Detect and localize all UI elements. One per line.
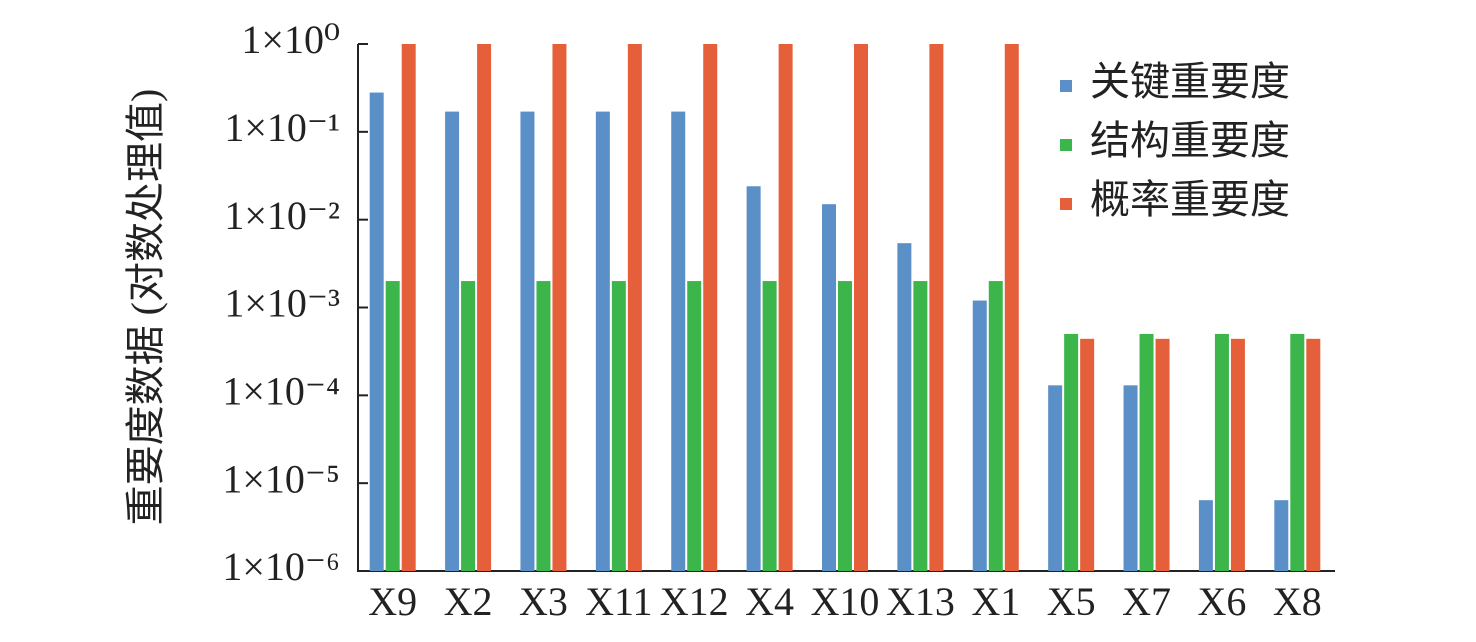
y-tick-label: 1×10⁻¹ xyxy=(224,105,340,150)
y-tick-label: 1×10⁻² xyxy=(224,193,340,238)
x-tick-label: X10 xyxy=(811,579,880,624)
x-tick-label: X2 xyxy=(444,579,493,624)
bar xyxy=(536,281,551,571)
y-tick-label: 1×10⁰ xyxy=(241,17,340,62)
bar xyxy=(929,44,944,571)
bar xyxy=(913,281,928,571)
y-tick-label: 1×10⁻³ xyxy=(224,281,340,326)
x-tick-label: X3 xyxy=(519,579,568,624)
bar xyxy=(1306,338,1321,571)
bar xyxy=(1214,333,1229,571)
bar xyxy=(671,111,686,572)
bar xyxy=(1155,338,1170,571)
x-tick-label: X7 xyxy=(1122,579,1171,624)
bar xyxy=(1198,500,1213,571)
x-tick-label: X9 xyxy=(368,579,417,624)
bar xyxy=(595,111,610,572)
bar xyxy=(1290,333,1305,571)
bar xyxy=(854,44,868,571)
x-tick-label: X5 xyxy=(1047,579,1096,624)
bar xyxy=(461,281,476,571)
y-tick-label: 1×10⁻⁵ xyxy=(222,456,340,501)
bar xyxy=(552,44,567,571)
legend-swatch xyxy=(1060,198,1072,210)
bar xyxy=(1274,500,1289,571)
x-tick-label: X1 xyxy=(971,579,1020,624)
bar xyxy=(520,111,535,572)
bar xyxy=(988,281,1003,571)
legend-label: 结构重要度 xyxy=(1090,118,1290,163)
x-tick-label: X11 xyxy=(585,579,652,624)
bar xyxy=(746,186,761,572)
bar xyxy=(838,281,852,571)
bar xyxy=(611,281,626,571)
legend-label: 概率重要度 xyxy=(1090,177,1290,222)
bar xyxy=(1230,338,1245,571)
bar xyxy=(897,243,912,571)
legend-label: 关键重要度 xyxy=(1090,59,1290,104)
x-tick-label: X13 xyxy=(886,579,955,624)
bar xyxy=(385,281,400,571)
bar xyxy=(1123,385,1138,571)
x-tick-label: X4 xyxy=(745,579,794,624)
y-tick-label: 1×10⁻⁶ xyxy=(222,544,340,589)
bar xyxy=(445,111,460,572)
bar xyxy=(762,281,777,571)
bar xyxy=(822,204,836,571)
bar xyxy=(972,300,987,571)
x-tick-label: X12 xyxy=(660,579,729,624)
bar xyxy=(687,281,702,571)
bar xyxy=(1080,338,1095,571)
bar xyxy=(401,44,416,571)
bar xyxy=(369,92,384,571)
bar xyxy=(1048,385,1063,571)
legend-swatch xyxy=(1060,139,1072,151)
y-axis-label: 重要度数据 (对数处理值) xyxy=(123,89,168,526)
x-tick-label: X6 xyxy=(1197,579,1246,624)
legend-swatch xyxy=(1060,80,1072,92)
bar xyxy=(1004,44,1019,571)
bar xyxy=(778,44,793,571)
bar xyxy=(1064,333,1079,571)
bar xyxy=(1139,333,1154,571)
bar xyxy=(627,44,642,571)
x-tick-label: X8 xyxy=(1273,579,1322,624)
bar xyxy=(477,44,492,571)
bar xyxy=(703,44,718,571)
y-tick-label: 1×10⁻⁴ xyxy=(222,369,340,414)
